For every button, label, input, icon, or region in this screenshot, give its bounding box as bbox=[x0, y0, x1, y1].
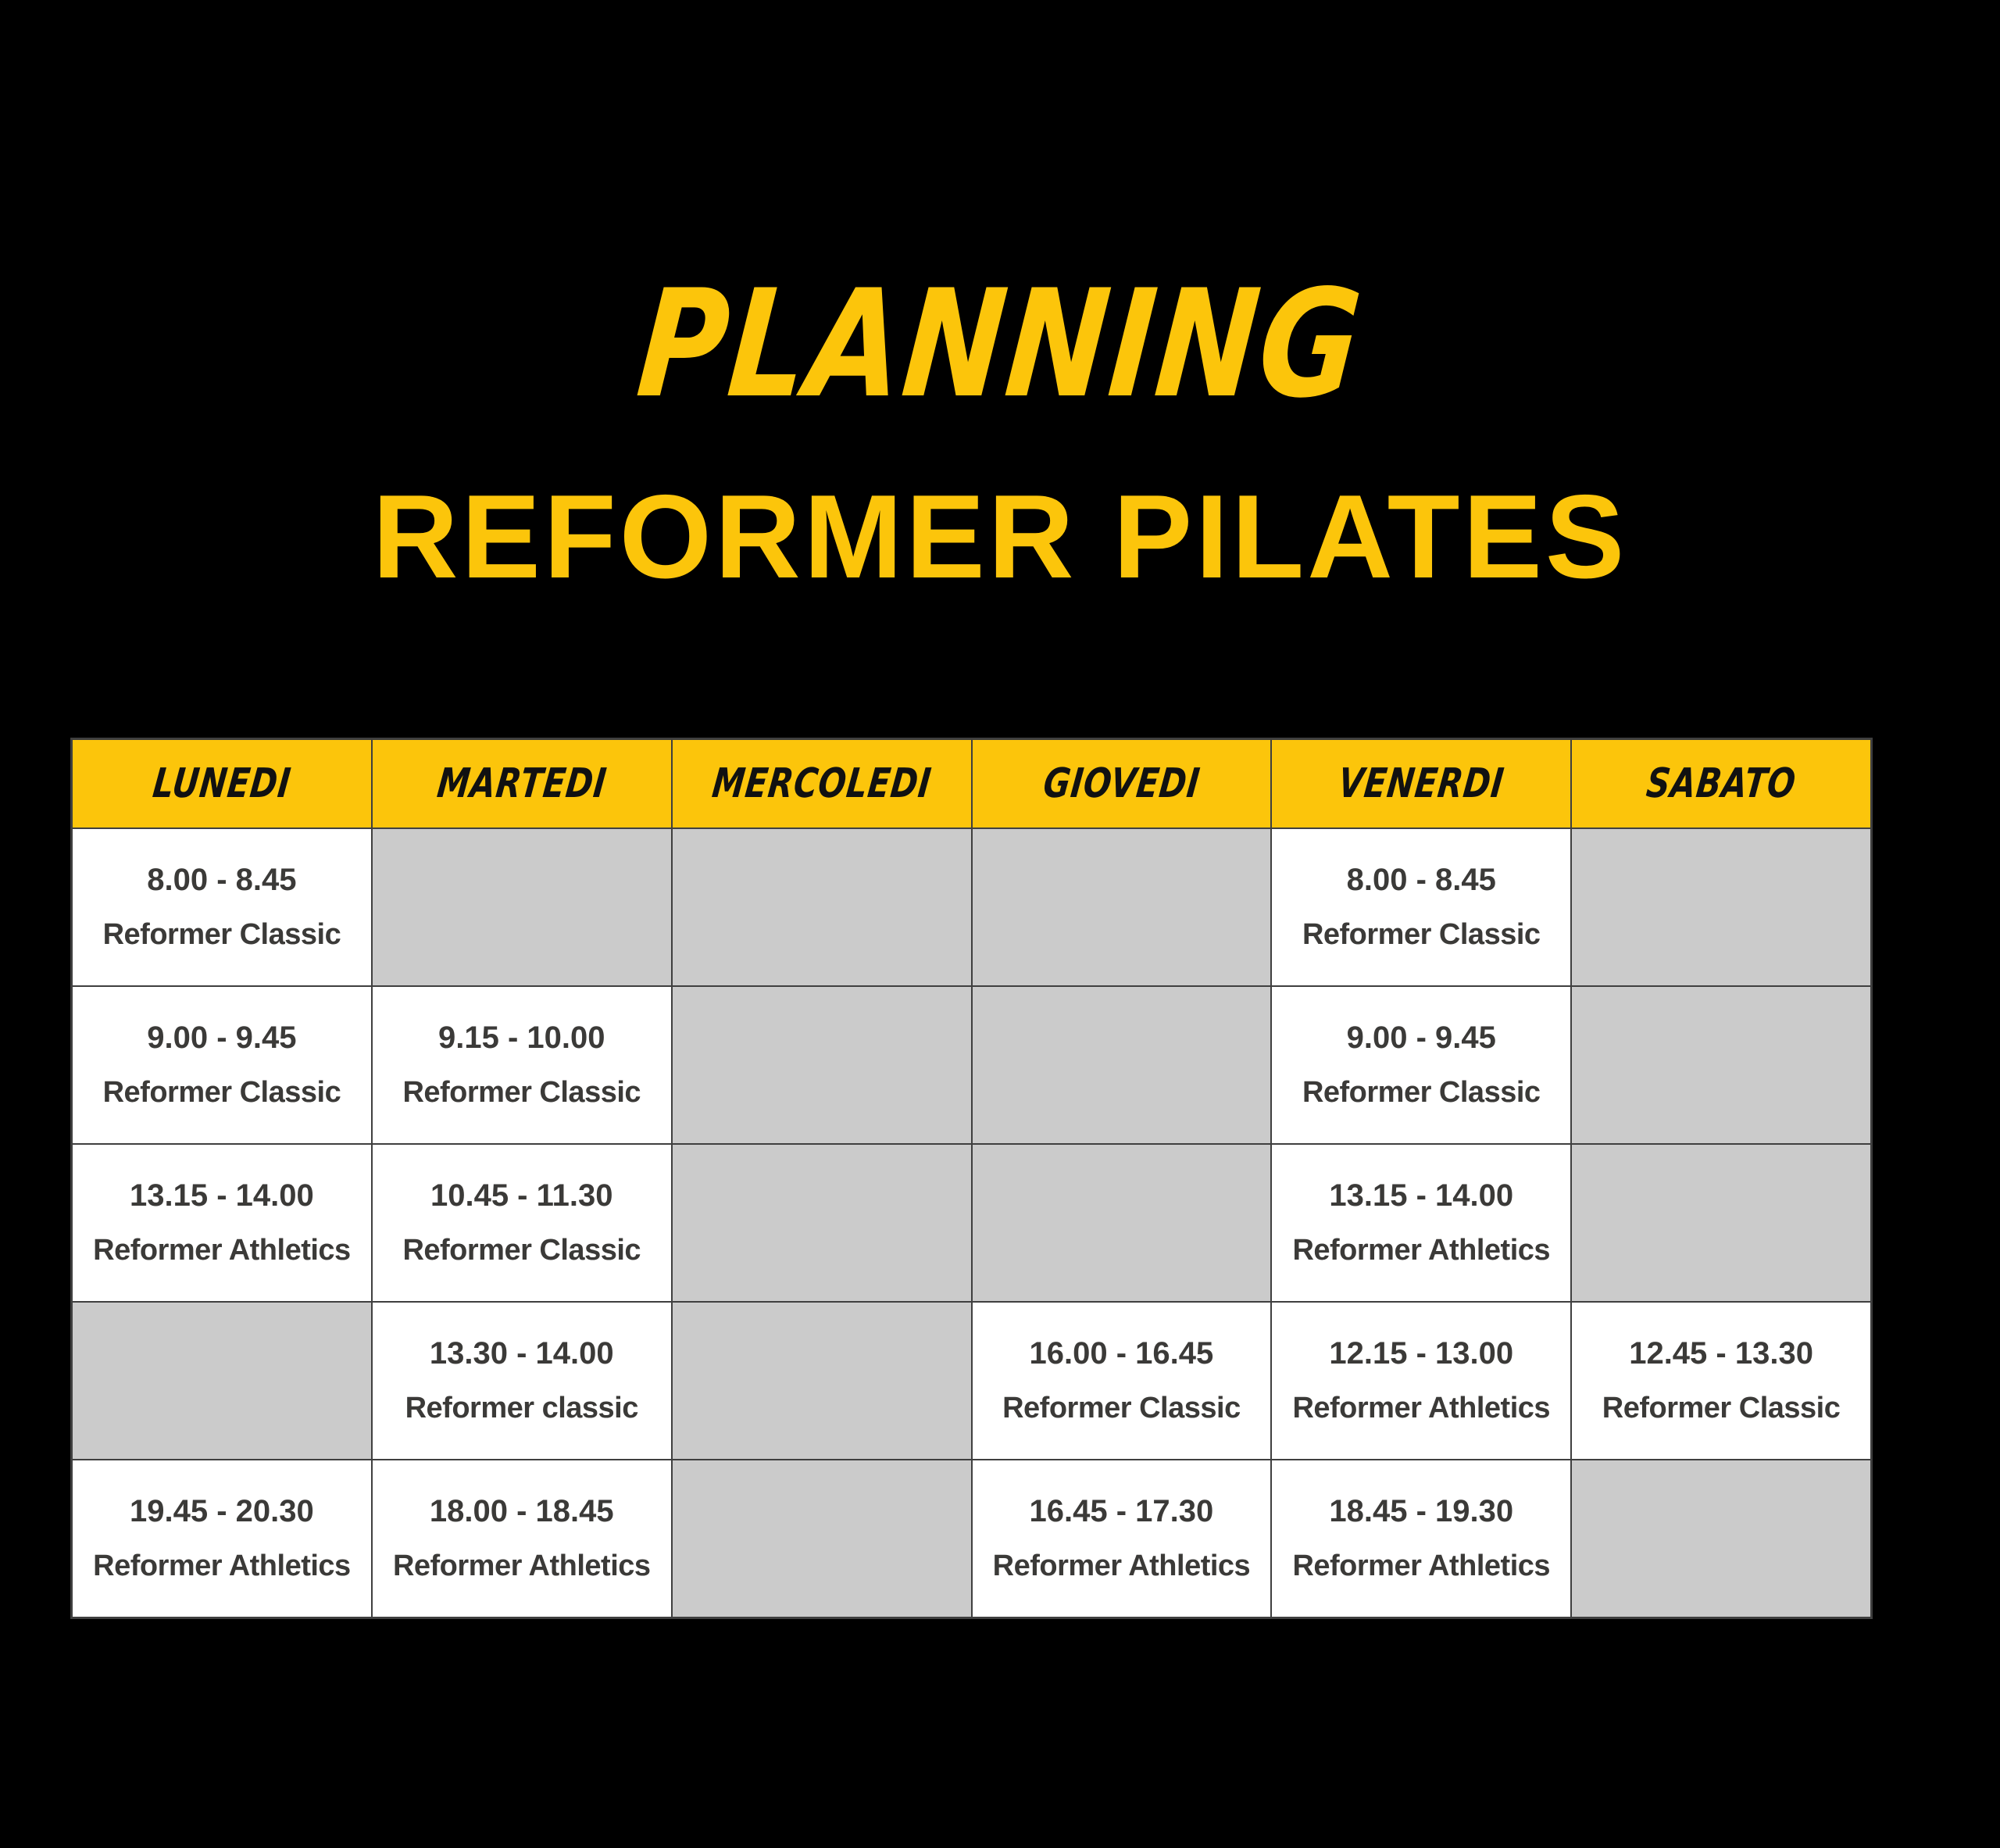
schedule-cell-martedi-row5: 18.00 - 18.45 Reformer Athletics bbox=[371, 1460, 672, 1617]
day-header-label: MERCOLEDI bbox=[709, 760, 934, 807]
cell-time: 16.00 - 16.45 bbox=[1029, 1336, 1214, 1371]
day-header-giovedi: GIOVEDI bbox=[971, 739, 1272, 828]
day-header-label: GIOVEDI bbox=[1041, 760, 1202, 807]
empty-cell-mercoledi-row5 bbox=[671, 1460, 972, 1617]
empty-cell-sabato-row1 bbox=[1571, 828, 1871, 986]
empty-cell-lunedi-row4 bbox=[72, 1302, 372, 1460]
cell-class-name: Reformer Athletics bbox=[1292, 1392, 1551, 1424]
schedule-grid: 8.00 - 8.45 Reformer Classic 8.00 - 8.45 Re… bbox=[72, 828, 1871, 1617]
schedule-cell-lunedi-row3: 13.15 - 14.00 Reformer Athletics bbox=[72, 1144, 372, 1302]
empty-cell-mercoledi-row4 bbox=[671, 1302, 972, 1460]
cell-class-name: Reformer Athletics bbox=[1292, 1234, 1551, 1267]
cell-class-name: Reformer Classic bbox=[102, 1076, 341, 1109]
cell-time: 10.45 - 11.30 bbox=[430, 1178, 613, 1213]
cell-time: 16.45 - 17.30 bbox=[1029, 1494, 1214, 1528]
schedule-cell-sabato-row4: 12.45 - 13.30 Reformer Classic bbox=[1571, 1302, 1871, 1460]
day-header-label: SABATO bbox=[1644, 760, 1798, 807]
cell-time: 18.00 - 18.45 bbox=[429, 1494, 614, 1528]
day-header-sabato: SABATO bbox=[1571, 739, 1871, 828]
empty-cell-mercoledi-row3 bbox=[671, 1144, 972, 1302]
cell-time: 9.15 - 10.00 bbox=[438, 1021, 605, 1055]
page-title-script: PLANNING bbox=[631, 258, 1369, 431]
schedule-cell-martedi-row3: 10.45 - 11.30 Reformer Classic bbox=[371, 1144, 672, 1302]
cell-time: 19.45 - 20.30 bbox=[130, 1494, 314, 1528]
schedule-table: LUNEDI MARTEDI MERCOLEDI GIOVEDI VENERDI SABA… bbox=[70, 738, 1873, 1619]
cell-time: 12.15 - 13.00 bbox=[1329, 1336, 1514, 1371]
cell-time: 9.00 - 9.45 bbox=[1346, 1021, 1496, 1055]
cell-time: 13.30 - 14.00 bbox=[429, 1336, 614, 1371]
schedule-cell-venerdi-row5: 18.45 - 19.30 Reformer Athletics bbox=[1271, 1460, 1572, 1617]
cell-class-name: Reformer Athletics bbox=[992, 1550, 1251, 1582]
schedule-cell-venerdi-row4: 12.15 - 13.00 Reformer Athletics bbox=[1271, 1302, 1572, 1460]
empty-cell-giovedi-row1 bbox=[971, 828, 1272, 986]
cell-time: 13.15 - 14.00 bbox=[130, 1178, 314, 1213]
day-header-label: VENERDI bbox=[1336, 760, 1507, 807]
schedule-cell-venerdi-row2: 9.00 - 9.45 Reformer Classic bbox=[1271, 986, 1572, 1144]
schedule-cell-venerdi-row3: 13.15 - 14.00 Reformer Athletics bbox=[1271, 1144, 1572, 1302]
cell-time: 13.15 - 14.00 bbox=[1329, 1178, 1514, 1213]
schedule-header-row: LUNEDI MARTEDI MERCOLEDI GIOVEDI VENERDI SABA… bbox=[72, 739, 1871, 828]
empty-cell-giovedi-row2 bbox=[971, 986, 1272, 1144]
day-header-mercoledi: MERCOLEDI bbox=[671, 739, 972, 828]
empty-cell-giovedi-row3 bbox=[971, 1144, 1272, 1302]
cell-time: 8.00 - 8.45 bbox=[1346, 863, 1496, 897]
cell-class-name: Reformer Classic bbox=[1602, 1392, 1841, 1424]
cell-class-name: Reformer Classic bbox=[1302, 1076, 1541, 1109]
day-header-label: MARTEDI bbox=[434, 760, 609, 807]
schedule-cell-lunedi-row2: 9.00 - 9.45 Reformer Classic bbox=[72, 986, 372, 1144]
cell-class-name: Reformer Athletics bbox=[1292, 1550, 1551, 1582]
empty-cell-sabato-row5 bbox=[1571, 1460, 1871, 1617]
page-title-main: REFORMER PILATES bbox=[372, 470, 1628, 603]
cell-class-name: Reformer Classic bbox=[102, 918, 341, 951]
schedule-cell-martedi-row4: 13.30 - 14.00 Reformer classic bbox=[371, 1302, 672, 1460]
cell-time: 12.45 - 13.30 bbox=[1629, 1336, 1813, 1371]
schedule-cell-giovedi-row5: 16.45 - 17.30 Reformer Athletics bbox=[971, 1460, 1272, 1617]
schedule-cell-lunedi-row5: 19.45 - 20.30 Reformer Athletics bbox=[72, 1460, 372, 1617]
schedule-cell-martedi-row2: 9.15 - 10.00 Reformer Classic bbox=[371, 986, 672, 1144]
schedule-cell-venerdi-row1: 8.00 - 8.45 Reformer Classic bbox=[1271, 828, 1572, 986]
cell-time: 9.00 - 9.45 bbox=[147, 1021, 297, 1055]
cell-class-name: Reformer Classic bbox=[1002, 1392, 1241, 1424]
empty-cell-sabato-row2 bbox=[1571, 986, 1871, 1144]
cell-class-name: Reformer Athletics bbox=[93, 1550, 351, 1582]
schedule-cell-lunedi-row1: 8.00 - 8.45 Reformer Classic bbox=[72, 828, 372, 986]
cell-class-name: Reformer Classic bbox=[402, 1234, 641, 1267]
cell-class-name: Reformer Athletics bbox=[93, 1234, 351, 1267]
empty-cell-mercoledi-row2 bbox=[671, 986, 972, 1144]
schedule-cell-giovedi-row4: 16.00 - 16.45 Reformer Classic bbox=[971, 1302, 1272, 1460]
day-header-lunedi: LUNEDI bbox=[72, 739, 372, 828]
cell-time: 8.00 - 8.45 bbox=[147, 863, 297, 897]
day-header-label: LUNEDI bbox=[150, 760, 294, 807]
cell-class-name: Reformer Classic bbox=[1302, 918, 1541, 951]
cell-class-name: Reformer Athletics bbox=[392, 1550, 651, 1582]
cell-class-name: Reformer classic bbox=[405, 1392, 639, 1424]
day-header-martedi: MARTEDI bbox=[371, 739, 672, 828]
empty-cell-mercoledi-row1 bbox=[671, 828, 972, 986]
day-header-venerdi: VENERDI bbox=[1271, 739, 1572, 828]
cell-class-name: Reformer Classic bbox=[402, 1076, 641, 1109]
cell-time: 18.45 - 19.30 bbox=[1329, 1494, 1514, 1528]
empty-cell-martedi-row1 bbox=[371, 828, 672, 986]
empty-cell-sabato-row3 bbox=[1571, 1144, 1871, 1302]
